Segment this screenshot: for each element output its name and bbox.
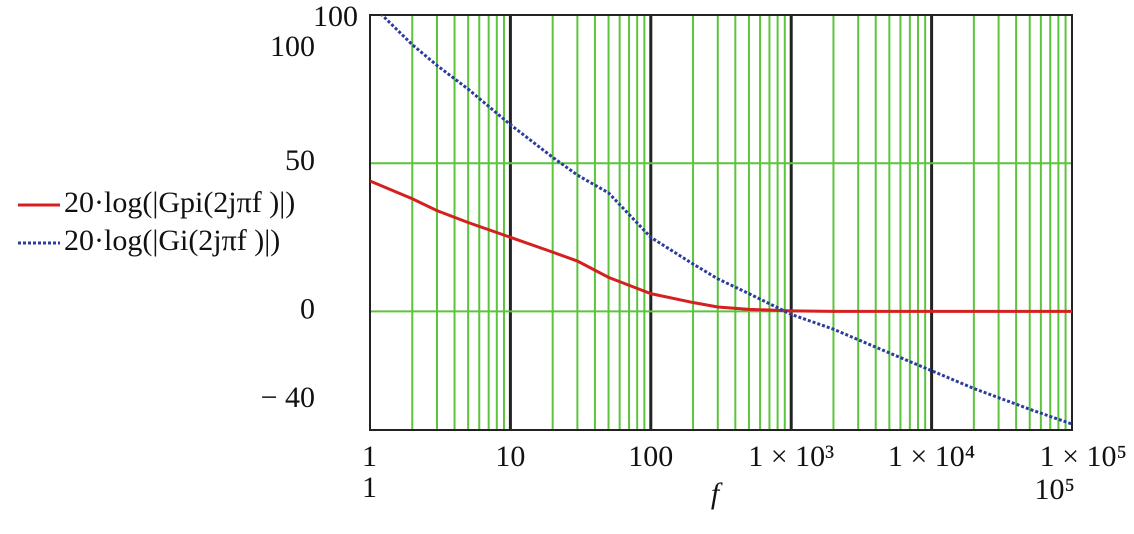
y-max-label: 100 bbox=[313, 0, 358, 33]
plot-frame bbox=[369, 14, 1073, 431]
y-tick-label: − 40 bbox=[261, 381, 315, 414]
y-tick-label: 100 bbox=[270, 30, 315, 63]
legend-label: 20·log(|Gpi(2jπf )|) bbox=[64, 186, 295, 219]
x-tick-label: 10 bbox=[495, 440, 525, 473]
series-line bbox=[370, 179, 1072, 313]
x-tick-label: 1 bbox=[362, 440, 377, 473]
series-line bbox=[379, 15, 1072, 426]
y-tick-label: 50 bbox=[285, 144, 315, 177]
plot-area bbox=[370, 15, 1072, 426]
x-axis-label: f bbox=[711, 477, 723, 510]
x-tick-label: 1 × 10⁵ bbox=[1040, 440, 1127, 473]
x-tick-label: 1 × 10³ bbox=[748, 440, 834, 473]
x-tick-label: 100 bbox=[628, 440, 673, 473]
legend-label: 20·log(|Gi(2jπf )|) bbox=[64, 224, 280, 257]
x-min-label: 1 bbox=[362, 471, 377, 504]
x-max-label: 10⁵ bbox=[1035, 473, 1075, 506]
x-tick-label: 1 × 10⁴ bbox=[888, 440, 975, 473]
y-tick-label: 0 bbox=[300, 292, 315, 325]
